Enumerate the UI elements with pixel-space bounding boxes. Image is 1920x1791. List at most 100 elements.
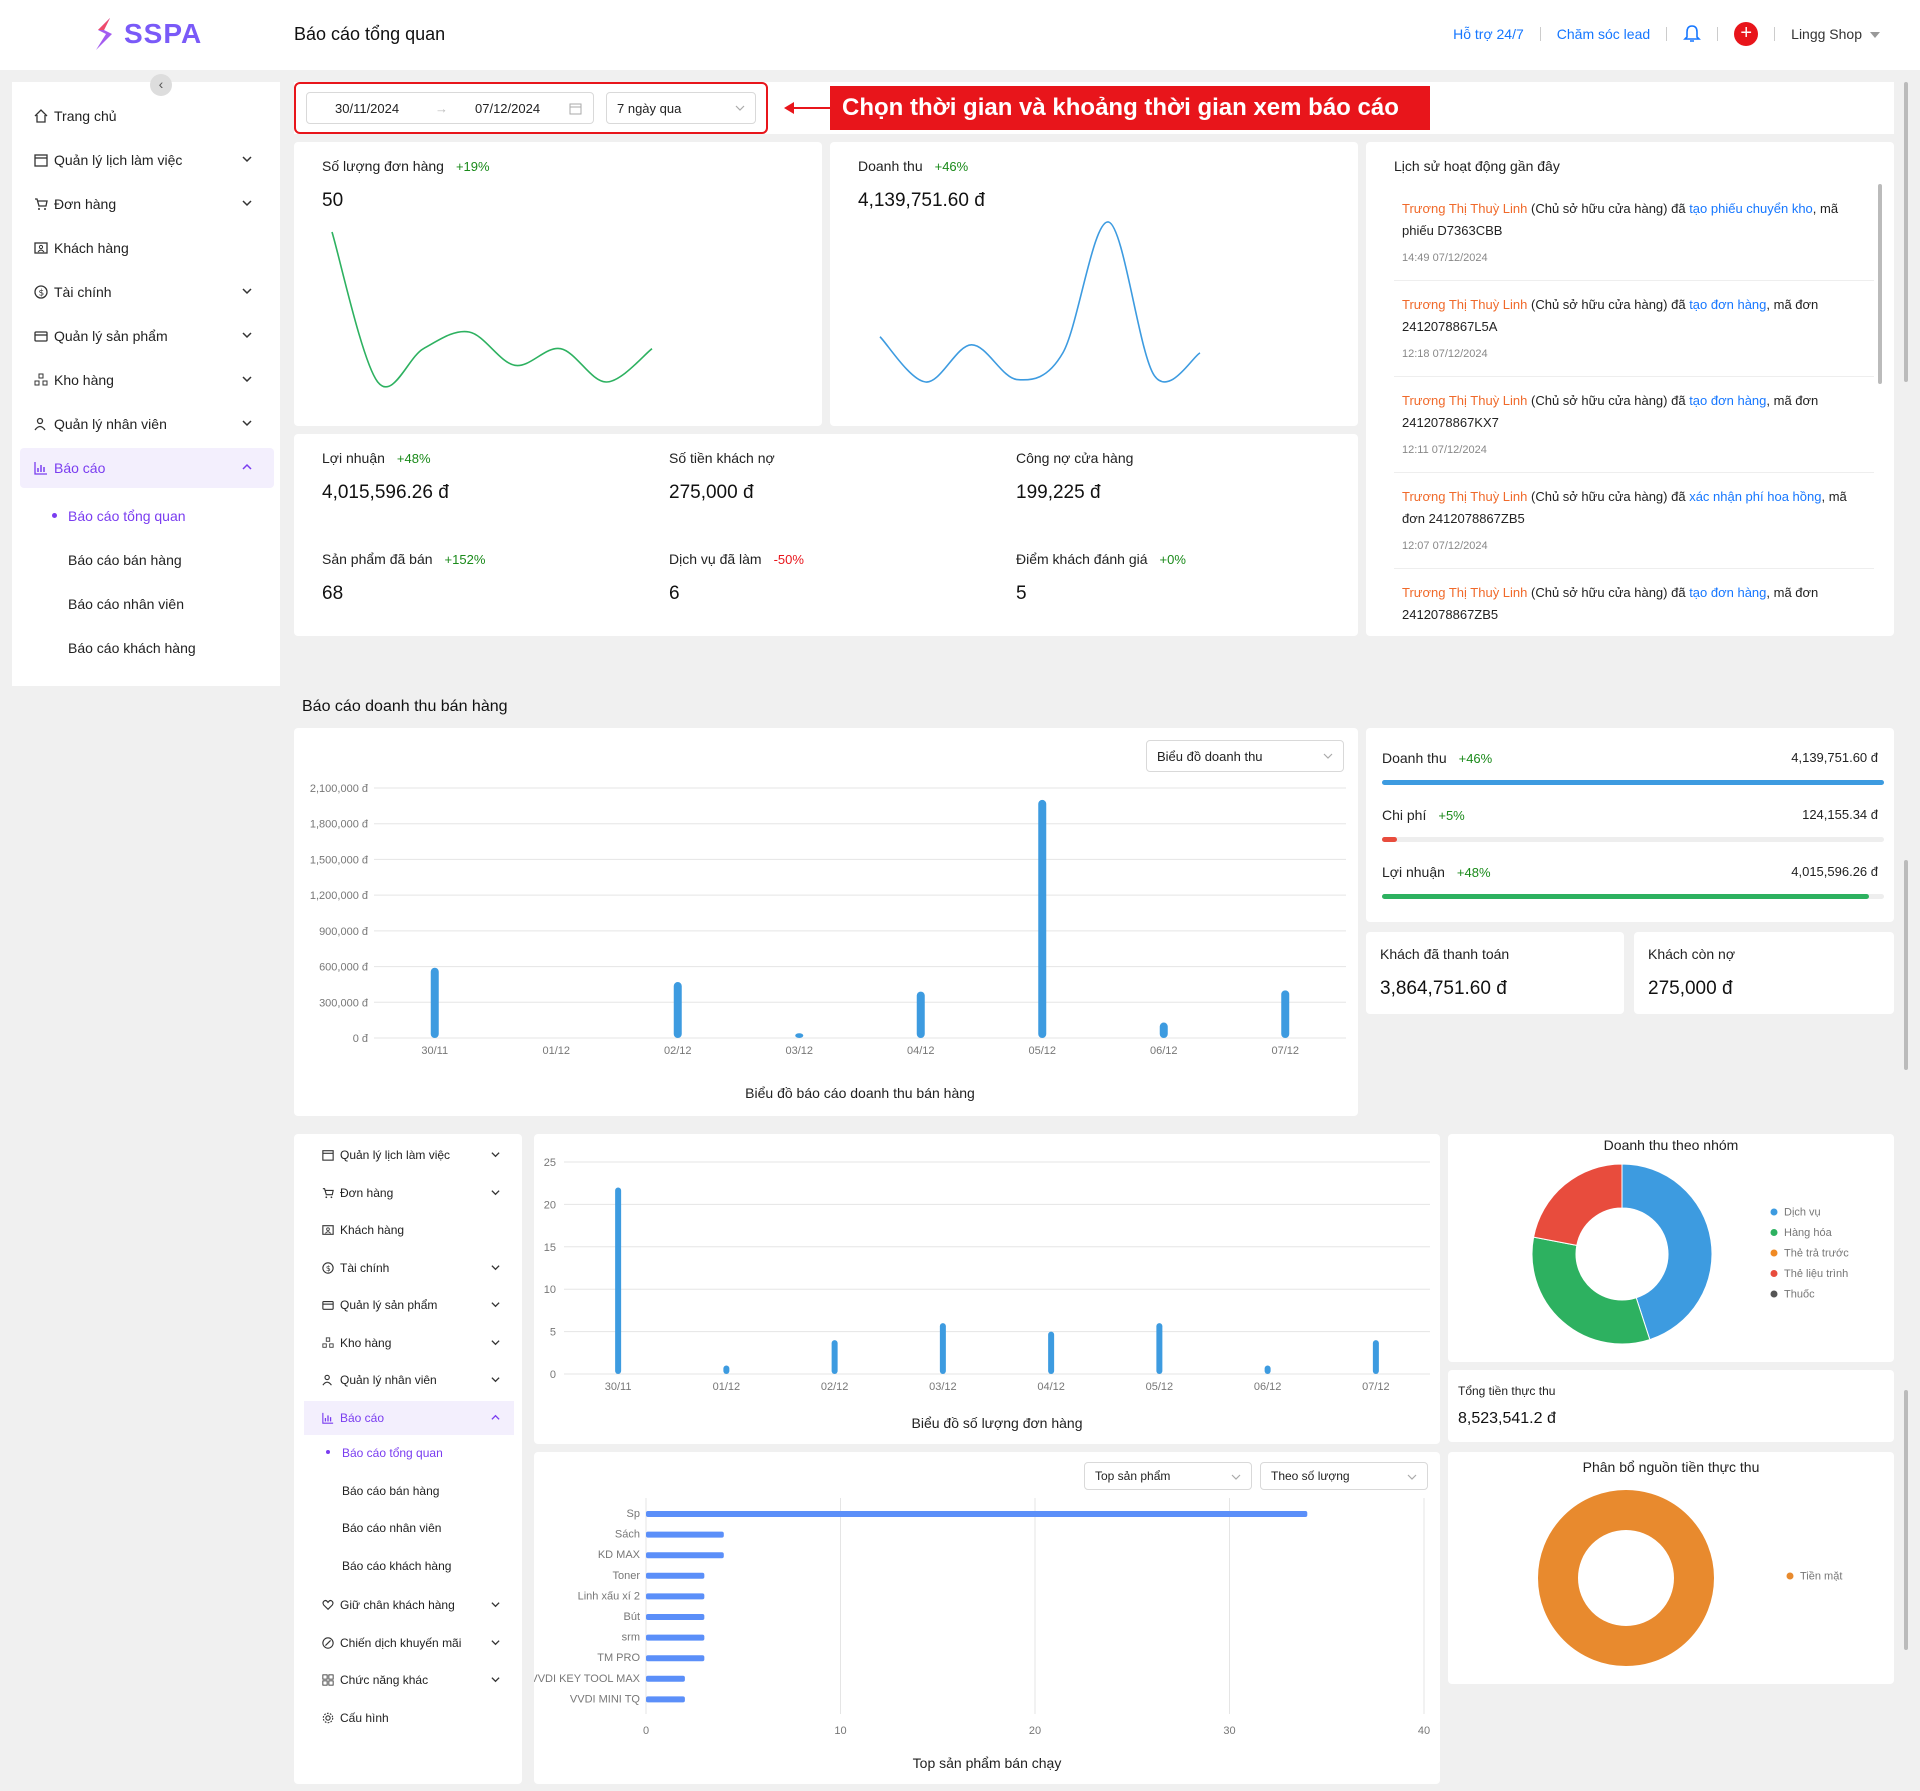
mini-nav-item-3[interactable]: $ Tài chính — [304, 1251, 514, 1285]
top-products-select[interactable]: Top sản phẩm — [1084, 1462, 1252, 1490]
y-tick-label: 1,500,000 đ — [310, 854, 369, 866]
activity-action-link[interactable]: tạo đơn hàng — [1689, 393, 1767, 408]
lower-scrollbar[interactable] — [1904, 1390, 1908, 1650]
activity-user[interactable]: Trương Thị Thuỳ Linh — [1402, 297, 1528, 312]
bar[interactable] — [646, 1511, 1308, 1517]
sidebar-item-8[interactable]: Báo cáo — [20, 448, 274, 488]
bar[interactable] — [646, 1696, 685, 1703]
bar[interactable] — [646, 1593, 705, 1600]
sort-by-select[interactable]: Theo số lượng — [1260, 1462, 1428, 1490]
logo[interactable]: SSPA — [92, 16, 202, 52]
chevron-down-icon — [491, 1377, 500, 1383]
sidebar-item-2[interactable]: Đơn hàng — [20, 184, 274, 224]
bar[interactable] — [1159, 1022, 1168, 1038]
mini-nav-label: Quản lý lịch làm việc — [340, 1148, 451, 1162]
chart-type-select[interactable]: Biểu đồ doanh thu — [1146, 740, 1344, 772]
divider — [1666, 27, 1668, 41]
activity-item: Trương Thị Thuỳ Linh (Chủ sở hữu cửa hàn… — [1402, 486, 1862, 530]
page-scrollbar[interactable] — [1904, 82, 1908, 382]
bar[interactable] — [646, 1614, 705, 1620]
legend-label: Hàng hóa — [1784, 1227, 1833, 1239]
chart-type-value: Biểu đồ doanh thu — [1157, 749, 1263, 764]
shop-menu[interactable]: Lingg Shop — [1791, 26, 1880, 42]
sidebar-item-4[interactable]: $ Tài chính — [20, 272, 274, 312]
bar[interactable] — [1372, 1340, 1379, 1374]
activity-action-link[interactable]: xác nhận phí hoa hồng — [1689, 489, 1822, 504]
sidebar-subitem-1[interactable]: Báo cáo bán hàng — [68, 552, 182, 568]
collapse-sidebar-button[interactable]: ‹ — [150, 74, 172, 96]
bar[interactable] — [1281, 990, 1290, 1038]
sidebar-item-7[interactable]: Quản lý nhân viên — [20, 404, 274, 444]
activity-user[interactable]: Trương Thị Thuỳ Linh — [1402, 393, 1528, 408]
support-link[interactable]: Hỗ trợ 24/7 — [1453, 26, 1524, 42]
range-select[interactable]: 7 ngày qua — [606, 92, 756, 124]
sidebar-item-6[interactable]: Kho hàng — [20, 360, 274, 400]
sidebar-item-1[interactable]: Quản lý lịch làm việc — [20, 140, 274, 180]
sidebar-item-3[interactable]: Khách hàng — [20, 228, 274, 268]
mini-subitem-2[interactable]: Báo cáo nhân viên — [342, 1521, 442, 1535]
bar[interactable] — [430, 967, 439, 1038]
pie-slice[interactable] — [1531, 1236, 1651, 1345]
mini-nav-item-7[interactable]: Báo cáo — [304, 1400, 514, 1435]
activity-user[interactable]: Trương Thị Thuỳ Linh — [1402, 201, 1528, 216]
quick-add-button[interactable]: + — [1734, 22, 1759, 46]
sidebar-subitem-0[interactable]: Báo cáo tổng quan — [68, 508, 186, 524]
mini-subitem-3[interactable]: Báo cáo khách hàng — [342, 1558, 452, 1573]
revenue-sparkline-path — [879, 221, 1201, 383]
activity-scrollbar[interactable] — [1878, 184, 1882, 384]
mini-nav-item-5[interactable]: Kho hàng — [304, 1326, 514, 1360]
bar[interactable] — [831, 1340, 838, 1374]
pie-slice[interactable] — [1538, 1490, 1714, 1666]
bar[interactable] — [1264, 1365, 1271, 1374]
mini-nav-item-1[interactable]: Đơn hàng — [304, 1176, 514, 1210]
bar[interactable] — [646, 1552, 724, 1559]
box-icon — [34, 331, 48, 342]
mini-subitem-0[interactable]: Báo cáo tổng quan — [342, 1446, 443, 1460]
bar[interactable] — [1048, 1331, 1055, 1374]
sidebar-item-5[interactable]: Quản lý sản phẩm — [20, 316, 274, 356]
revenue-by-group-pie: Doanh thu theo nhóm Dịch vụ Hàng hóa Thẻ tr… — [1531, 1137, 1849, 1345]
mini-nav-bottom-0[interactable]: Giữ chân khách hàng — [304, 1588, 514, 1622]
sidebar-subitem-3[interactable]: Báo cáo khách hàng — [68, 640, 196, 656]
chevron-down-icon — [242, 200, 252, 207]
activity-action-link[interactable]: tạo đơn hàng — [1689, 297, 1767, 312]
bell-icon[interactable] — [1683, 24, 1702, 44]
activity-detail: , mã đơn 2412078867L5A — [1402, 297, 1819, 334]
sidebar-subitem-2[interactable]: Báo cáo nhân viên — [68, 596, 184, 612]
bar[interactable] — [646, 1634, 705, 1641]
bar[interactable] — [673, 982, 682, 1038]
date-range-picker[interactable]: 30/11/2024 → 07/12/2024 — [306, 92, 594, 124]
sidebar-item-0[interactable]: Trang chủ — [20, 96, 274, 136]
mini-subitem-1[interactable]: Báo cáo bán hàng — [342, 1483, 440, 1498]
bar[interactable] — [646, 1572, 705, 1579]
bar[interactable] — [1038, 799, 1047, 1038]
bar[interactable] — [795, 1033, 804, 1038]
mini-nav-item-2[interactable]: Khách hàng — [304, 1213, 514, 1247]
bar[interactable] — [646, 1655, 705, 1662]
section-scrollbar[interactable] — [1904, 860, 1908, 1070]
bar[interactable] — [646, 1675, 685, 1682]
stat-label: Dịch vụ đã làm — [669, 551, 762, 567]
bar[interactable] — [723, 1365, 730, 1374]
activity-user[interactable]: Trương Thị Thuỳ Linh — [1402, 585, 1528, 600]
mini-nav-bottom-1[interactable]: Chiến dịch khuyến mãi — [304, 1626, 514, 1660]
bar[interactable] — [1156, 1323, 1163, 1374]
lead-care-link[interactable]: Chăm sóc lead — [1556, 26, 1651, 42]
mini-nav-bottom-2[interactable]: Chức năng khác — [304, 1663, 514, 1697]
activity-user[interactable]: Trương Thị Thuỳ Linh — [1402, 489, 1528, 504]
stat-header: Công nợ cửa hàng — [1016, 450, 1133, 468]
bar[interactable] — [646, 1531, 724, 1538]
mini-nav-item-6[interactable]: Quản lý nhân viên — [304, 1363, 514, 1397]
mini-nav-item-0[interactable]: Quản lý lịch làm việc — [304, 1138, 514, 1172]
activity-action-link[interactable]: tạo phiếu chuyển kho — [1689, 201, 1813, 216]
bar[interactable] — [939, 1323, 946, 1374]
mini-nav-bottom-3[interactable]: Cấu hình — [304, 1701, 514, 1735]
pie-slice[interactable] — [1533, 1163, 1623, 1246]
pie-slice[interactable] — [1621, 1163, 1713, 1341]
dollar-icon: $ — [34, 285, 48, 299]
activity-action-link[interactable]: tạo đơn hàng — [1689, 585, 1767, 600]
activity-detail: , mã đơn 2412078867ZB5 — [1402, 489, 1847, 526]
mini-nav-item-4[interactable]: Quản lý sản phẩm — [304, 1288, 514, 1322]
bar[interactable] — [615, 1187, 622, 1374]
bar[interactable] — [916, 991, 925, 1038]
